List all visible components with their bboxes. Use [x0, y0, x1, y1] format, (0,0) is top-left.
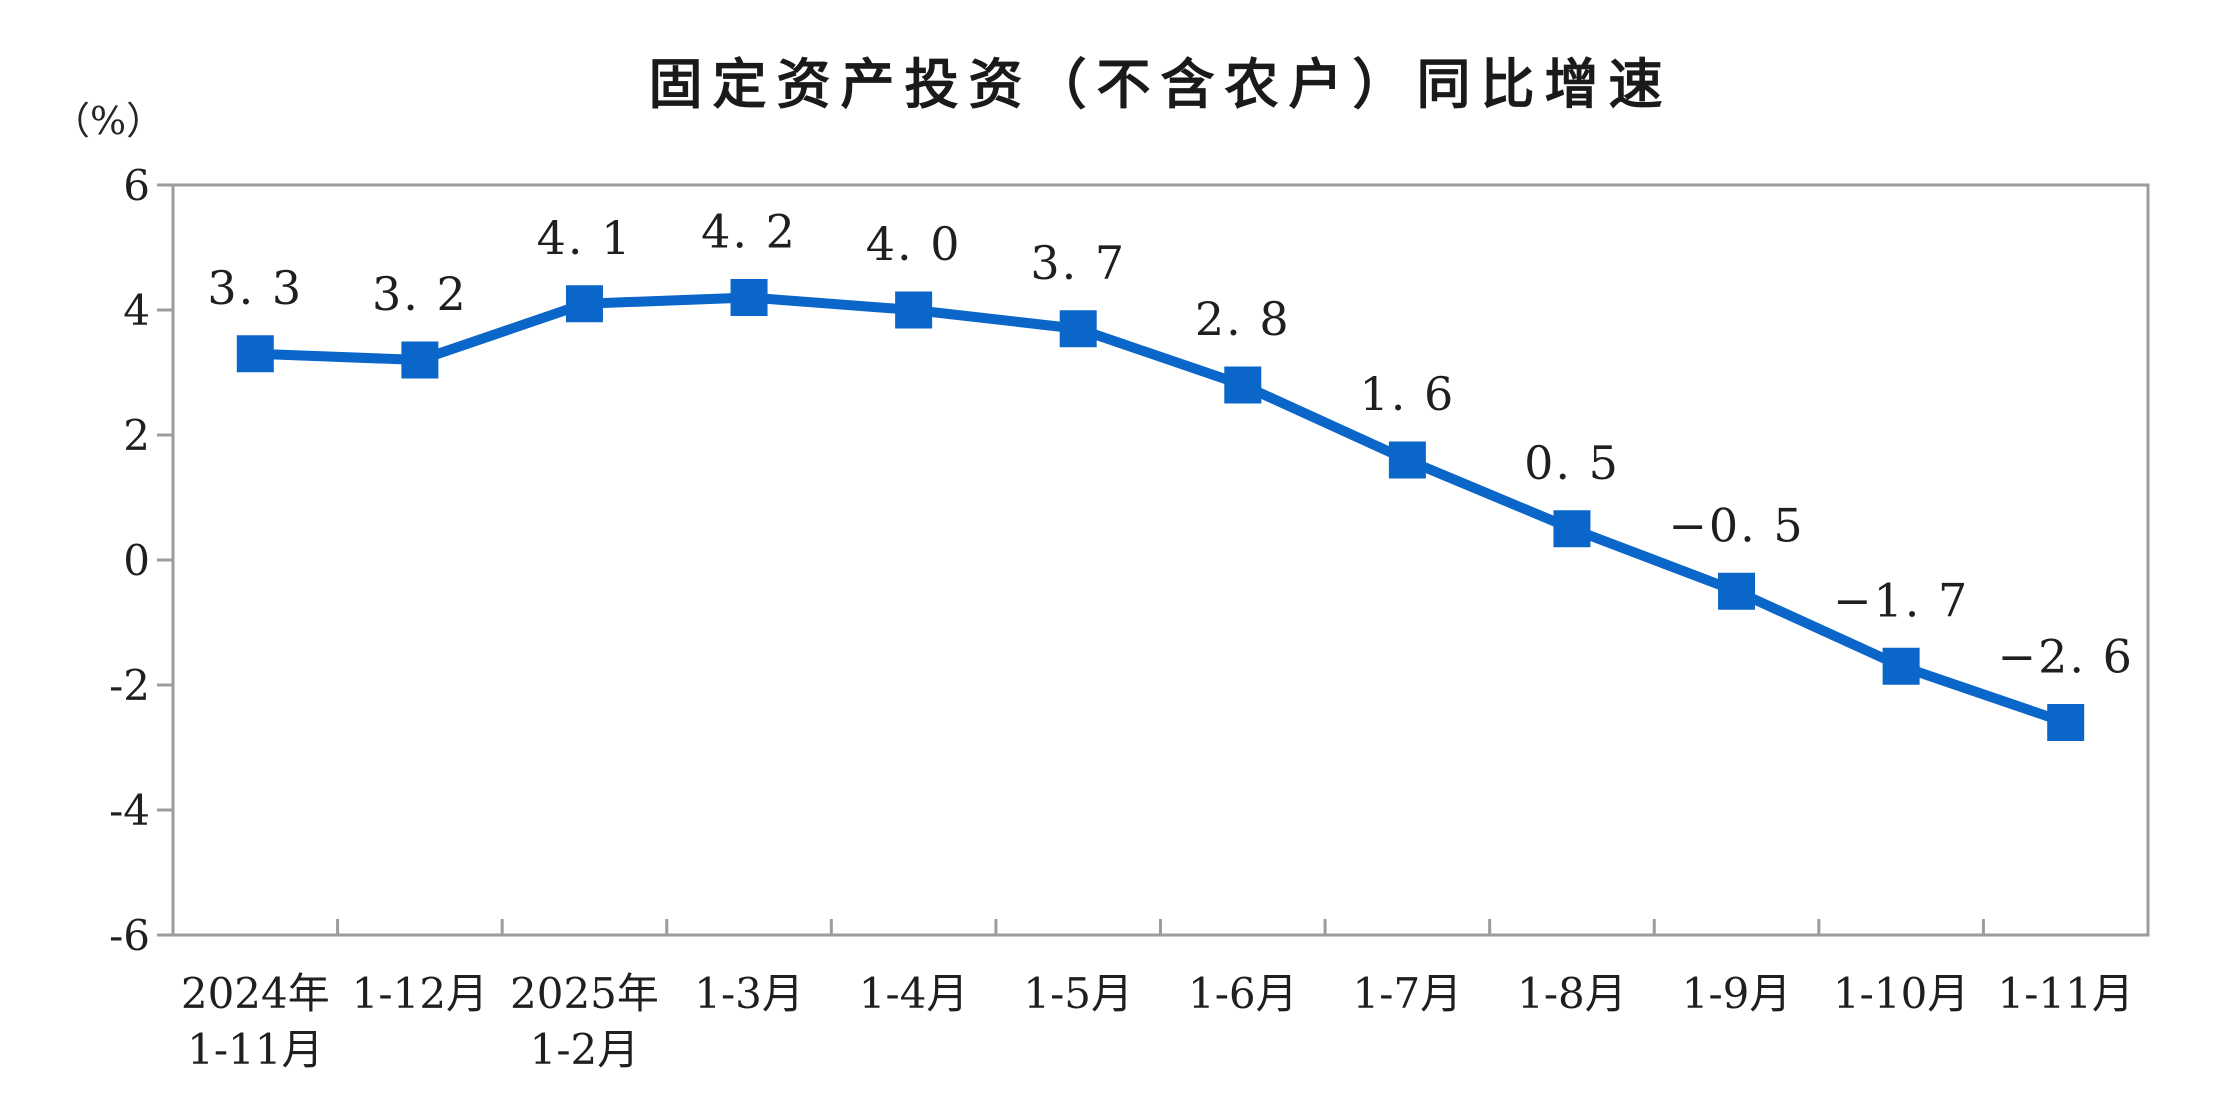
- data-point-marker: [401, 341, 439, 379]
- data-point-marker: [1718, 572, 1756, 610]
- data-labels: 3. 3 3. 2 4. 1 4. 2 4. 0 3. 7 2. 8 1. 6 0. 5 −0. …: [207, 205, 2134, 684]
- data-point-label: −2. 6: [1998, 630, 2134, 684]
- x-tick-label: 1-10月: [1833, 969, 1969, 1018]
- chart-title: 固定资产投资（不含农户）同比增速: [648, 53, 1673, 116]
- y-tick-label: 4: [123, 286, 150, 335]
- x-tick-label: 2025年: [510, 969, 659, 1018]
- x-tick-label: 1-4月: [859, 969, 969, 1018]
- x-tick-label: 2024年: [181, 969, 330, 1018]
- x-axis-labels: 2024年 1-11月 1-12月 2025年 1-2月 1-3月 1-4月 1-5月 1-6月…: [181, 969, 2134, 1074]
- x-axis-ticks: [171, 919, 2150, 935]
- data-point-label: 0. 5: [1524, 436, 1620, 490]
- y-tick-label: -6: [109, 911, 150, 960]
- x-tick-label: 1-11月: [187, 1025, 323, 1074]
- data-point-marker: [1224, 366, 1262, 404]
- data-point-label: 3. 7: [1030, 236, 1126, 290]
- x-tick-label: 1-3月: [694, 969, 804, 1018]
- data-point-label: 4. 1: [537, 211, 633, 265]
- x-tick-label: 1-11月: [1998, 969, 2134, 1018]
- y-axis-unit-label: （%）: [52, 99, 165, 143]
- data-point-marker: [1388, 441, 1426, 479]
- data-point-label: 4. 0: [866, 217, 962, 271]
- x-tick-label: 1-9月: [1682, 969, 1792, 1018]
- x-tick-label: 1-12月: [352, 969, 488, 1018]
- y-axis-ticks: [157, 183, 173, 937]
- data-point-label: −0. 5: [1668, 498, 1804, 552]
- y-tick-label: 2: [123, 411, 150, 460]
- y-tick-label: -2: [109, 661, 150, 710]
- data-point-label: 2. 8: [1195, 292, 1291, 346]
- data-point-marker: [1553, 510, 1591, 548]
- y-tick-label: 6: [123, 161, 150, 210]
- data-point-marker: [565, 285, 603, 323]
- x-tick-label: 1-6月: [1188, 969, 1298, 1018]
- x-tick-label: 1-5月: [1023, 969, 1133, 1018]
- y-axis-labels: 6 4 2 0 -2 -4 -6: [109, 161, 150, 960]
- series-markers: [236, 279, 2085, 741]
- data-point-label: 3. 3: [207, 261, 303, 315]
- y-tick-label: 0: [123, 536, 150, 585]
- data-point-marker: [1059, 310, 1097, 348]
- x-tick-label: 1-8月: [1517, 969, 1627, 1018]
- data-point-label: 1. 6: [1359, 367, 1455, 421]
- data-point-label: 3. 2: [372, 267, 468, 321]
- series-line: [250, 292, 2071, 728]
- x-tick-label: 1-7月: [1353, 969, 1463, 1018]
- data-point-marker: [1882, 647, 1920, 685]
- x-tick-label: 1-2月: [530, 1025, 640, 1074]
- plot-border: [171, 183, 2150, 937]
- data-point-marker: [236, 335, 274, 373]
- data-point-label: −1. 7: [1833, 573, 1969, 627]
- data-point-marker: [730, 279, 768, 316]
- data-point-marker: [2047, 704, 2085, 741]
- data-point-marker: [895, 291, 933, 329]
- data-point-label: 4. 2: [701, 205, 797, 259]
- y-tick-label: -4: [109, 786, 150, 835]
